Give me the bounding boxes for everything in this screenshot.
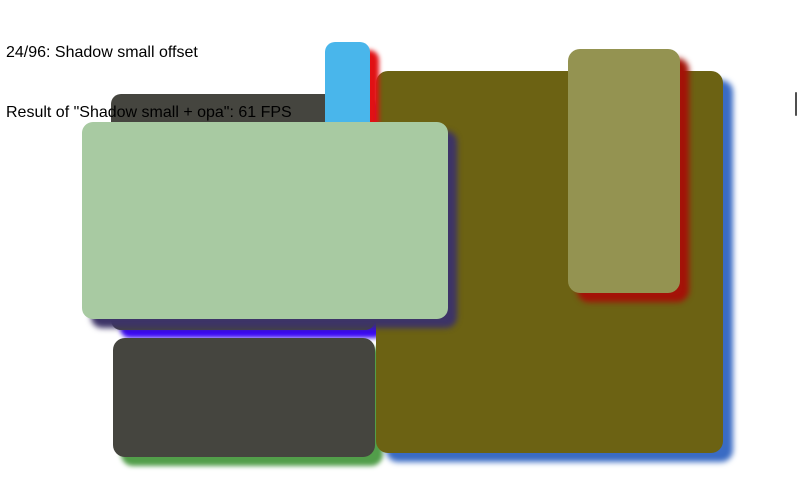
rect-light-green <box>82 122 448 319</box>
status-text: 24/96: Shadow small offset Result of "Sh… <box>6 3 292 163</box>
rect-dark-gray-bottom <box>113 338 375 457</box>
previous-result-label: Result of "Shadow small + opa": 61 FPS <box>6 104 292 121</box>
rect-light-olive <box>568 49 680 293</box>
test-progress-label: 24/96: Shadow small offset <box>6 44 198 61</box>
rect-edge-fragment <box>795 92 797 116</box>
